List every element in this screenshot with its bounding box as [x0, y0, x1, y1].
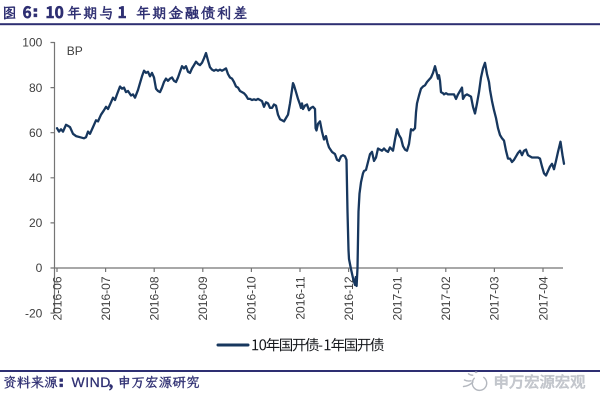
svg-text:2017-03: 2017-03 [488, 276, 502, 320]
svg-text:2016-08: 2016-08 [148, 276, 162, 320]
svg-text:2017-02: 2017-02 [439, 276, 453, 320]
svg-text:2016-07: 2016-07 [99, 276, 113, 320]
svg-text:-20: -20 [25, 306, 43, 320]
svg-text:60: 60 [29, 126, 43, 140]
svg-text:20: 20 [29, 216, 43, 230]
svg-text:2016-06: 2016-06 [50, 276, 64, 320]
svg-text:2016-12: 2016-12 [342, 276, 356, 320]
svg-text:2017-04: 2017-04 [536, 276, 550, 320]
svg-text:2016-10: 2016-10 [245, 276, 259, 320]
svg-text:WIND: WIND [72, 374, 111, 390]
svg-text:80: 80 [29, 81, 43, 95]
svg-text:40: 40 [29, 171, 43, 185]
svg-text:2017-01: 2017-01 [391, 276, 405, 320]
svg-text:BP: BP [67, 44, 83, 58]
svg-text:2016-11: 2016-11 [293, 276, 307, 319]
svg-text:2016-09: 2016-09 [196, 276, 210, 320]
svg-text:100: 100 [22, 36, 42, 50]
svg-text:0: 0 [36, 261, 43, 275]
